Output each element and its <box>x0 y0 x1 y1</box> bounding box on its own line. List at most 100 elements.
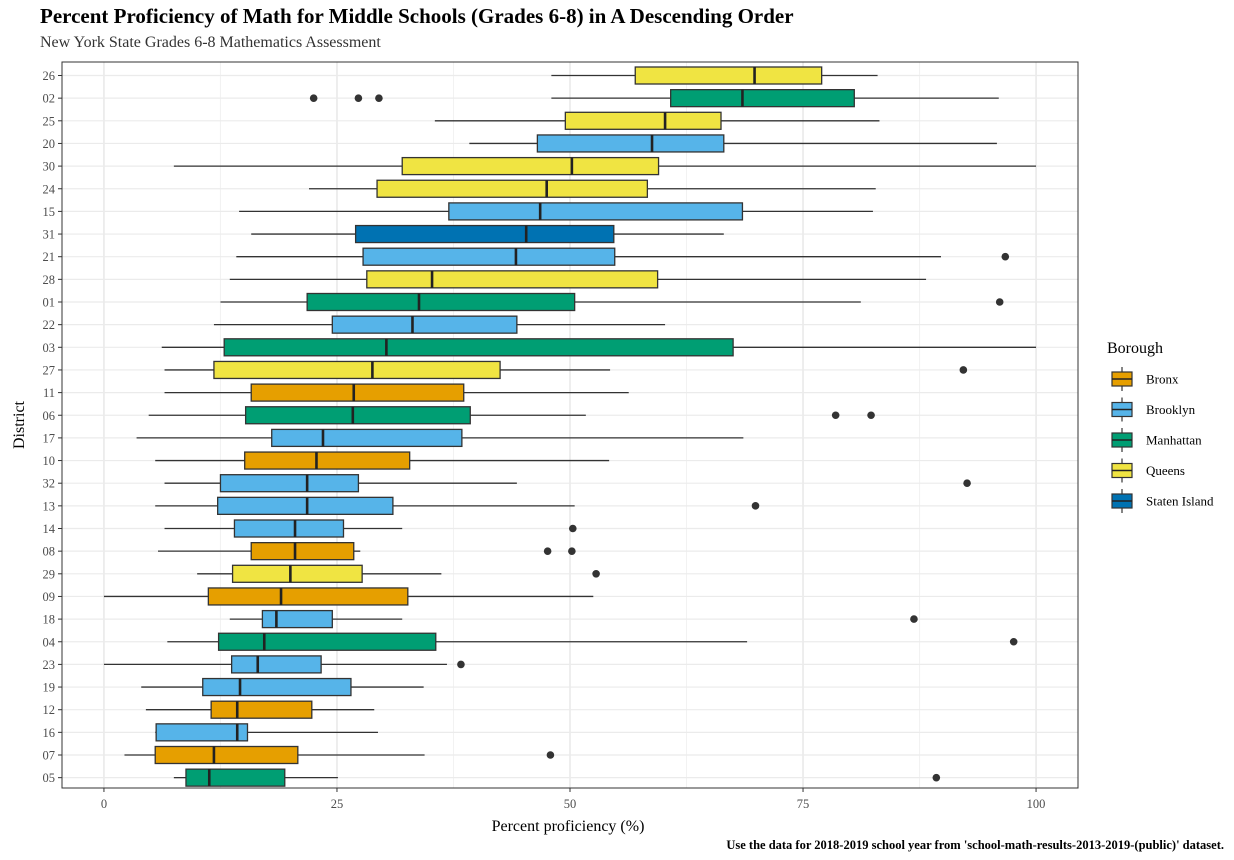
box-03 <box>161 338 1037 357</box>
outlier-point <box>1001 252 1010 261</box>
y-tick-label: 18 <box>43 613 56 627</box>
box-24 <box>309 179 876 198</box>
y-tick-label: 24 <box>43 182 56 196</box>
legend-key-staten-island: Staten Island <box>1111 489 1214 513</box>
box-iqr <box>401 156 660 176</box>
box-iqr <box>670 89 855 108</box>
y-axis: 26 02 25 20 30 24 15 31 21 28 01 22 03 27 11 06 17 10 32 13… <box>43 69 62 785</box>
box-14 <box>164 519 577 538</box>
y-tick-label: 23 <box>43 658 56 672</box>
outlier-point <box>592 570 600 578</box>
box-23 <box>103 655 465 674</box>
box-04 <box>167 632 1018 651</box>
x-axis: 0 25 50 75 100 <box>101 788 1046 811</box>
box-08 <box>158 542 576 561</box>
legend-label: Queens <box>1146 463 1185 478</box>
box-iqr <box>261 609 333 629</box>
box-13 <box>155 496 760 516</box>
legend-label: Manhattan <box>1146 433 1202 448</box>
outlier-point <box>568 547 576 555</box>
box-11 <box>164 383 629 402</box>
x-tick-label: 50 <box>564 797 577 811</box>
box-26 <box>551 66 878 85</box>
box-31 <box>251 224 724 244</box>
y-tick-label: 12 <box>43 703 56 717</box>
y-tick-label: 21 <box>43 250 56 264</box>
y-tick-label: 06 <box>43 409 56 423</box>
outlier-point <box>867 411 875 420</box>
chart-title: Percent Proficiency of Math for Middle S… <box>40 4 794 28</box>
box-16 <box>155 723 378 742</box>
box-12 <box>145 700 375 719</box>
box-22 <box>213 315 666 334</box>
y-tick-label: 19 <box>43 681 56 695</box>
box-iqr <box>376 179 649 198</box>
box-iqr <box>331 315 518 334</box>
legend-key-brooklyn: Brooklyn <box>1111 397 1196 422</box>
x-tick-label: 25 <box>331 797 344 811</box>
box-29 <box>197 564 600 583</box>
box-iqr <box>185 768 286 787</box>
x-tick-label: 100 <box>1027 797 1046 811</box>
box-iqr <box>210 700 313 719</box>
box-17 <box>136 428 744 448</box>
y-tick-label: 30 <box>43 160 56 174</box>
box-09 <box>103 587 594 606</box>
box-iqr <box>219 474 360 493</box>
chart-subtitle: New York State Grades 6-8 Mathematics As… <box>40 34 381 51</box>
y-tick-label: 09 <box>43 590 56 604</box>
box-iqr <box>354 224 615 244</box>
outlier-point <box>831 411 840 420</box>
y-tick-label: 02 <box>43 92 56 106</box>
legend: Borough Bronx Brooklyn Manhattan Queens Stat… <box>1107 340 1214 513</box>
box-iqr <box>306 292 576 312</box>
y-tick-label: 13 <box>43 499 56 513</box>
outlier-point <box>568 524 577 533</box>
box-iqr <box>244 451 411 470</box>
box-iqr <box>564 111 722 130</box>
outlier-point <box>543 547 552 555</box>
legend-label: Brooklyn <box>1146 402 1196 417</box>
box-05 <box>173 768 941 787</box>
legend-key-queens: Queens <box>1111 458 1185 483</box>
y-tick-label: 31 <box>43 228 56 242</box>
y-tick-label: 17 <box>43 431 56 445</box>
outlier-point <box>375 94 383 102</box>
box-28 <box>229 270 927 289</box>
x-tick-label: 0 <box>101 797 107 811</box>
y-tick-label: 16 <box>43 726 56 740</box>
box-15 <box>239 202 873 221</box>
box-iqr <box>217 632 437 651</box>
box-iqr <box>233 519 345 538</box>
box-iqr <box>154 745 299 765</box>
y-axis-title: District <box>11 400 28 449</box>
box-iqr <box>244 406 471 425</box>
box-iqr <box>448 202 744 221</box>
box-iqr <box>271 428 463 448</box>
y-tick-label: 27 <box>43 363 56 377</box>
outlier-point <box>932 773 941 782</box>
outlier-point <box>963 479 971 488</box>
y-tick-label: 07 <box>43 749 56 763</box>
y-tick-label: 11 <box>43 386 55 400</box>
box-iqr <box>207 587 409 606</box>
box-iqr <box>230 655 322 674</box>
y-tick-label: 22 <box>43 318 56 332</box>
box-25 <box>434 111 880 130</box>
y-tick-label: 32 <box>43 477 56 491</box>
outlier-point <box>751 502 760 510</box>
legend-key-bronx: Bronx <box>1111 367 1179 391</box>
box-18 <box>229 609 918 629</box>
y-tick-label: 03 <box>43 341 56 355</box>
box-19 <box>141 677 424 697</box>
outlier-point <box>457 660 465 669</box>
outlier-point <box>910 615 918 623</box>
outlier-point <box>309 94 318 102</box>
legend-label: Staten Island <box>1146 494 1214 509</box>
y-tick-label: 04 <box>43 635 56 649</box>
legend-title: Borough <box>1107 340 1163 357</box>
y-tick-label: 15 <box>43 205 56 219</box>
y-tick-label: 05 <box>43 771 56 785</box>
box-iqr <box>362 247 616 266</box>
